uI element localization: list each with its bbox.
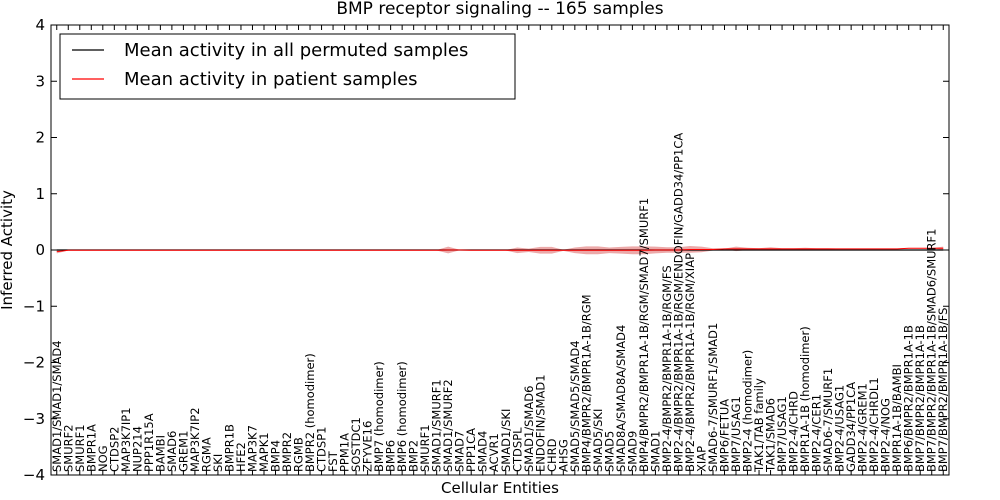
legend-entry: Mean activity in patient samples [124,69,418,90]
x-tick-label: BMP6 (homodimer) [395,361,409,472]
x-tick-label: ENDOFIN/SMAD1 [533,374,547,472]
x-tick-label: XIAP [694,446,708,472]
y-axis-label: Inferred Activity [0,190,16,310]
x-tick-label: SMAD5/SMAD5/SMAD4 [568,340,582,472]
x-tick-label: SMAD6 [165,431,179,472]
x-tick-label: BMP7/BMPR2/BMPR1A-1B/SMAD6/SMURF1 [925,229,939,472]
x-tick-label: BMP7 (homodimer) [372,361,386,472]
x-tick-label: SMAD6-7/SMURF1 [821,368,835,472]
x-tick-label: ZFYVE16 [361,421,375,472]
y-tick-label: 1 [35,185,45,203]
x-tick-label: CTDSP1 [315,427,329,472]
x-tick-label: BMP2-4/USAG1 [833,385,847,472]
x-tick-label: BMP2-4/CHRD [787,391,801,472]
x-tick-label: MAPK1 [257,432,271,472]
x-tick-label: BMP2-4 (homodimer) [741,350,755,472]
x-tick-label: SMAD1/SMAD6 [522,386,536,472]
x-tick-label: CTDSPL [510,427,524,472]
x-tick-label: BMP4/BMPR2/BMPR1A-1B/RGM [579,294,593,472]
x-tick-label: BMP2-4/CER1 [810,394,824,472]
x-tick-label: BMP2-4/NOG [879,398,893,472]
y-tick-label: −4 [23,466,45,484]
x-tick-label: SMAD7 [453,431,467,472]
x-tick-label: BMPR1A-1B (homodimer) [798,326,812,472]
chart-title: BMP receptor signaling -- 165 samples [336,0,663,19]
y-tick-label: 3 [35,72,45,90]
x-tick-label: CTDSP2 [107,427,121,472]
x-tick-label: GADD34/PP1CA [844,382,858,472]
x-tick-label: BMP2 [407,440,421,472]
x-tick-label: BMP7/BMPR2/BMPR1A-1B [913,325,927,472]
x-tick-label: GREM1 [176,431,190,472]
legend: Mean activity in all permuted samples Mea… [59,33,516,100]
x-tick-label: SMAD6-7/SMURF1/SMAD1 [706,323,720,472]
x-tick-label: SMAD1 [648,431,662,472]
x-tick-label: SMAD8A/SMAD8A/SMAD4 [614,325,628,472]
y-tick-label: −3 [23,410,45,428]
x-tick-label: HFE2 [234,442,248,472]
x-tick-label: BMP4/BMPR2/BMPR1A-1B/RGM/SMAD7/SMURF1 [637,198,651,472]
x-tick-label: BMP2-4/BMPR2/BMPR1A-1B/RGM/FS [660,265,674,472]
x-tick-label: BMP2-4/BMPR2/BMPR1A-1B/RGM/ENDOFIN/GADD3… [671,133,685,472]
x-tick-label: BMP2-4/CHRDL1 [867,377,881,472]
x-tick-label: BMP4 [269,440,283,472]
y-tick-label: −2 [23,354,45,372]
x-tick-label: BMP2-4/BMPR2/BMPR1A-1B/RGM/XIAP [683,253,697,472]
x-tick-label: NOG [96,445,110,472]
x-tick-label: BMP6/BMPR2/BMPR1A-1B [902,325,916,472]
x-tick-label: SMURF2 [61,424,75,472]
x-tick-label: NUP214 [130,426,144,472]
x-tick-label: SMAD1/SMURF1 [430,379,444,472]
x-tick-label: PPP1CA [464,428,478,472]
x-tick-label: SMURF1 [418,424,432,472]
x-tick-label: BMPR2 (homodimer) [303,353,317,472]
x-tick-label: CHRD [545,438,559,472]
x-tick-label: MAP3K7IP1 [119,407,133,472]
legend-box [59,33,516,100]
x-tick-label: SMAD1/SMAD1/SMAD4 [50,340,64,472]
x-tick-label: BMP7/USAG1 [775,396,789,472]
plot-area: −4−3−2−101234SMAD1/SMAD1/SMAD4SMURF2SMUR… [23,16,950,484]
legend-entry: Mean activity in all permuted samples [124,40,468,61]
x-tick-label: BAMBI [153,435,167,472]
y-tick-label: 0 [35,241,45,259]
x-tick-label: RGMA [199,437,213,472]
x-tick-label: BMP7/BMPR2/BMPR1A-1B/FS [936,308,950,472]
x-tick-label: BMP7/USAG1 [729,396,743,472]
x-tick-label: SMAD1/SMURF2 [441,379,455,472]
x-tick-label: SMAD5/SKI [591,409,605,472]
x-tick-label: SMAD9 [625,431,639,472]
x-tick-label: SMAD1/SKI [499,409,513,472]
x-tick-label: PPP1R15A [142,413,156,472]
x-tick-label: RGMB [292,437,306,472]
x-tick-label: SMURF1 [73,424,87,472]
series-line-patient [56,247,944,253]
x-tick-label: SOSTDC1 [349,417,363,472]
x-tick-label: MAP3K7IP2 [188,407,202,472]
x-tick-label: BMPR1A-1B/BAMBI [890,364,904,472]
x-tick-label: TAK1/SMAD6 [764,398,778,473]
y-tick-label: −1 [23,297,45,315]
x-tick-label: AHSG [556,439,570,472]
x-tick-label: BMP2-4/GREM1 [856,383,870,472]
x-tick-label: ACVR1 [487,433,501,472]
y-tick-label: 2 [35,129,45,147]
x-tick-label: BMPR1A [84,424,98,472]
x-tick-label: BMP6 [384,440,398,472]
x-tick-label: BMP6/FETUA [718,399,732,472]
x-tick-label: BMPR2 [280,432,294,472]
x-tick-label: MAP3K7 [245,425,259,472]
x-tick-label: SKI [211,454,225,472]
x-tick-label: TAK1/TAB family [752,378,766,473]
y-tick-label: 4 [35,16,45,34]
x-axis-label: Cellular Entities [441,479,559,497]
x-tick-label: FST [326,450,340,472]
x-tick-label: PPM1A [338,433,352,472]
x-tick-label: SMAD4 [476,431,490,472]
x-tick-label: SMAD5 [602,431,616,472]
x-tick-label: BMPR1B [222,424,236,472]
